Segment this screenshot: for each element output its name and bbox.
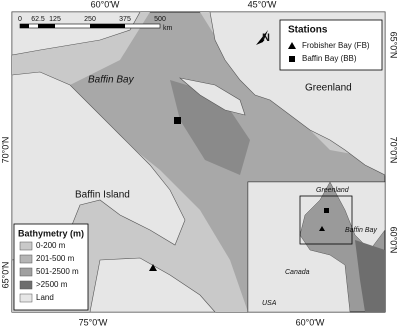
scale-tick: 500 [154, 16, 166, 23]
scale-bar: 0 62.5 125 250 375 500 km [18, 16, 172, 32]
scale-tick: 375 [119, 16, 131, 23]
legend-item: >2500 m [36, 280, 68, 289]
scale-tick: 250 [84, 16, 96, 23]
scale-tick: 125 [49, 16, 61, 23]
scale-unit: km [163, 25, 173, 32]
scale-tick: 62.5 [31, 16, 45, 23]
inset-label: Canada [285, 269, 310, 276]
lon-label: 60°0'W [296, 317, 325, 327]
lat-label: 65°0'N [389, 32, 399, 59]
legend-title: Stations [288, 25, 328, 36]
legend-item: 0-200 m [36, 241, 66, 250]
inset-label: USA [262, 300, 277, 307]
station-fb [149, 264, 157, 271]
deep-basin [170, 80, 250, 175]
legend-item: Frobisher Bay (FB) [302, 41, 370, 50]
land [11, 11, 141, 56]
land [178, 77, 246, 116]
legend-item: 201-500 m [36, 254, 75, 263]
lat-label: 70°0'N [389, 137, 399, 164]
lon-label: 45°0'W [248, 0, 277, 9]
legend-item: Baffin Bay (BB) [302, 54, 357, 63]
place-label: Baffin Island [75, 190, 130, 201]
bathymetry-legend: Bathymetry (m) 0-200 m 201-500 m 501-250… [13, 223, 89, 311]
stations-legend: Stations Frobisher Bay (FB) Baffin Bay (… [279, 19, 383, 71]
inset-label: Baffin Bay [345, 227, 377, 234]
legend-title: Bathymetry (m) [18, 228, 84, 238]
place-label: Baffin Bay [88, 75, 135, 86]
legend-item: 501-2500 m [36, 267, 79, 276]
lat-label: 60°0'N [389, 227, 399, 254]
inset-label: Greenland [316, 187, 350, 194]
lon-label: 60°0'W [91, 0, 120, 9]
legend-item: Land [36, 293, 54, 302]
station-bb [174, 117, 181, 124]
lat-label: 65°0'N [0, 262, 10, 289]
north-label: N [262, 32, 270, 44]
lat-label: 70°0'N [0, 137, 10, 164]
inset-map: Greenland Baffin Bay Canada USA [247, 181, 386, 313]
place-label: Greenland [305, 83, 352, 94]
scale-tick: 0 [18, 16, 22, 23]
north-arrow: N [256, 30, 270, 45]
lon-label: 75°0'W [79, 317, 108, 327]
land [89, 257, 216, 313]
